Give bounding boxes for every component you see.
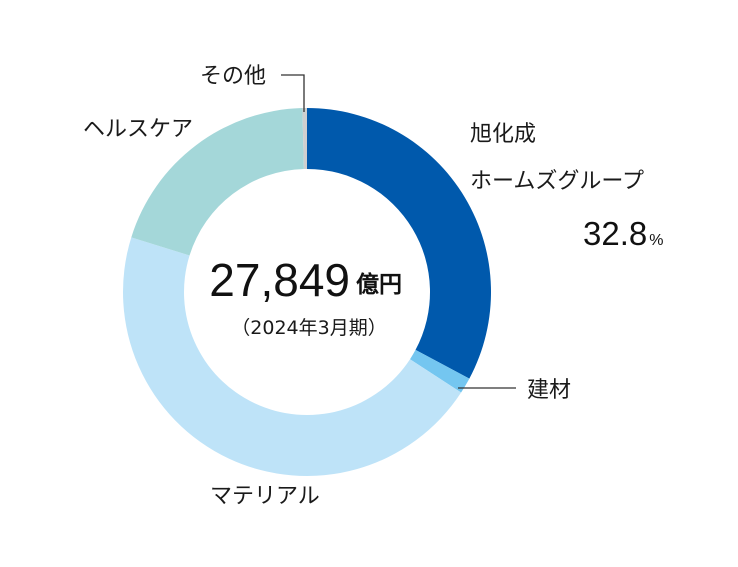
label-material: マテリアル [210, 484, 320, 509]
percent-value: 32.8 [583, 215, 647, 252]
center-unit: 億円 [356, 271, 402, 298]
slice-material [122, 237, 462, 477]
label-other: その他 [200, 64, 266, 89]
donut-slices [122, 108, 492, 477]
slice-building-materials [410, 349, 470, 393]
center-period: （2024年3月期） [231, 317, 386, 339]
label-housing-percent: 32.8% [583, 215, 663, 252]
label-housing-line-1: 旭化成 [470, 122, 536, 147]
slice-healthcare [131, 108, 304, 256]
slice-housing [307, 108, 492, 379]
leader-line-other [281, 74, 305, 112]
percent-unit: % [649, 232, 663, 249]
slice-other [302, 108, 307, 170]
label-building-materials: 建材 [527, 378, 571, 403]
label-housing-line-2: ホームズグループ [470, 169, 644, 194]
label-healthcare: ヘルスケア [83, 117, 193, 142]
center-total: 27,849 [209, 254, 350, 306]
